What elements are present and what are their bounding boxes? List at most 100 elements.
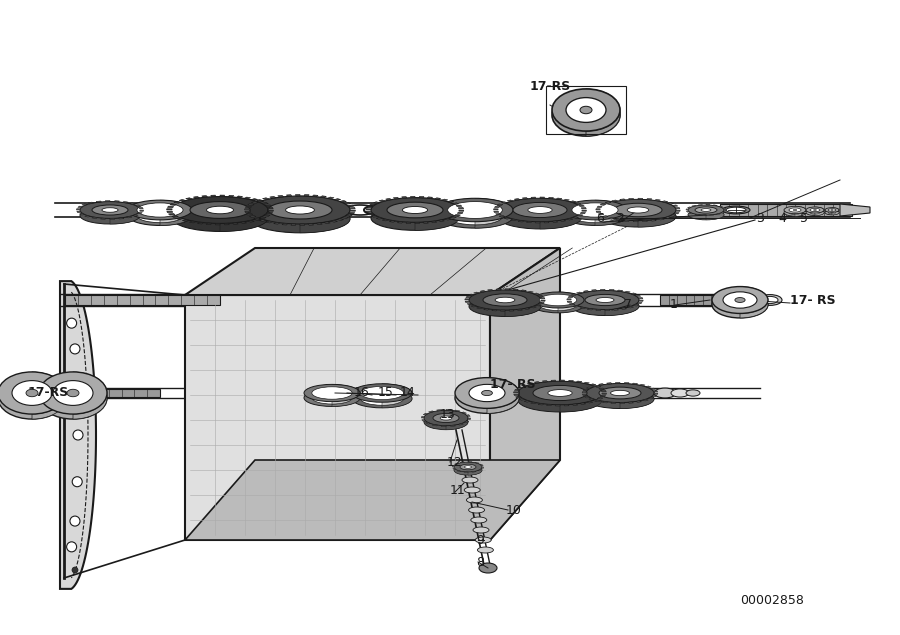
Polygon shape <box>598 213 604 215</box>
Ellipse shape <box>610 391 629 396</box>
Polygon shape <box>454 215 461 216</box>
Text: 17- RS: 17- RS <box>790 293 835 307</box>
Polygon shape <box>538 403 544 405</box>
Text: 10: 10 <box>506 504 522 516</box>
Polygon shape <box>575 203 581 204</box>
Ellipse shape <box>311 392 352 404</box>
Polygon shape <box>76 209 80 210</box>
Ellipse shape <box>563 200 627 220</box>
Polygon shape <box>185 295 490 540</box>
Polygon shape <box>347 205 354 206</box>
Ellipse shape <box>477 547 493 553</box>
Polygon shape <box>706 205 724 220</box>
Polygon shape <box>300 196 350 233</box>
Polygon shape <box>119 218 124 219</box>
Polygon shape <box>342 217 348 218</box>
Ellipse shape <box>455 378 519 408</box>
Ellipse shape <box>304 389 360 406</box>
Polygon shape <box>611 402 616 403</box>
Polygon shape <box>662 201 668 203</box>
Polygon shape <box>576 381 582 383</box>
Polygon shape <box>202 196 208 197</box>
Polygon shape <box>312 195 318 197</box>
Polygon shape <box>643 399 648 401</box>
Polygon shape <box>653 391 658 392</box>
Polygon shape <box>483 309 490 310</box>
Ellipse shape <box>825 210 839 215</box>
Polygon shape <box>740 292 757 312</box>
Polygon shape <box>585 396 590 398</box>
Polygon shape <box>605 309 609 311</box>
Polygon shape <box>332 387 352 404</box>
Polygon shape <box>567 218 573 220</box>
Ellipse shape <box>190 201 250 218</box>
Ellipse shape <box>464 487 481 493</box>
Ellipse shape <box>686 390 700 396</box>
Text: 17- RS: 17- RS <box>490 378 536 392</box>
Ellipse shape <box>513 203 567 218</box>
Polygon shape <box>442 199 448 201</box>
Polygon shape <box>674 212 680 214</box>
Polygon shape <box>580 212 586 214</box>
Polygon shape <box>264 215 270 217</box>
Ellipse shape <box>539 299 577 311</box>
Ellipse shape <box>627 207 649 213</box>
Polygon shape <box>602 393 607 394</box>
Polygon shape <box>126 217 132 218</box>
Ellipse shape <box>784 209 806 216</box>
Polygon shape <box>530 402 536 404</box>
Ellipse shape <box>464 465 472 468</box>
Polygon shape <box>490 248 560 540</box>
Polygon shape <box>263 197 269 199</box>
Ellipse shape <box>475 537 491 543</box>
Polygon shape <box>496 289 501 290</box>
Polygon shape <box>274 222 280 224</box>
Ellipse shape <box>39 377 107 419</box>
Polygon shape <box>140 210 144 211</box>
Polygon shape <box>587 401 593 403</box>
Polygon shape <box>536 222 540 223</box>
Polygon shape <box>832 209 836 214</box>
Polygon shape <box>406 222 411 224</box>
Polygon shape <box>630 293 636 295</box>
Polygon shape <box>182 220 189 222</box>
Polygon shape <box>795 208 801 215</box>
Polygon shape <box>542 380 548 382</box>
Ellipse shape <box>586 389 654 408</box>
Polygon shape <box>427 197 433 199</box>
Polygon shape <box>446 410 468 430</box>
Polygon shape <box>815 208 820 214</box>
Polygon shape <box>576 292 582 293</box>
Polygon shape <box>224 224 230 225</box>
Polygon shape <box>692 205 696 206</box>
Polygon shape <box>464 298 469 300</box>
Polygon shape <box>551 380 556 382</box>
Polygon shape <box>467 304 472 305</box>
Text: 16: 16 <box>354 385 370 399</box>
Polygon shape <box>536 304 541 306</box>
Polygon shape <box>320 196 327 197</box>
Polygon shape <box>254 218 260 220</box>
Ellipse shape <box>498 206 582 229</box>
Polygon shape <box>570 304 575 305</box>
Polygon shape <box>475 198 513 228</box>
Polygon shape <box>628 198 634 199</box>
Text: 1: 1 <box>670 298 678 312</box>
Ellipse shape <box>599 387 641 399</box>
Ellipse shape <box>527 206 553 213</box>
Polygon shape <box>344 203 351 204</box>
Polygon shape <box>591 290 597 291</box>
Polygon shape <box>597 398 603 399</box>
Polygon shape <box>706 204 710 205</box>
Polygon shape <box>337 218 344 220</box>
Polygon shape <box>96 201 102 203</box>
Polygon shape <box>452 465 454 467</box>
Text: 14: 14 <box>400 385 416 399</box>
Polygon shape <box>505 289 509 290</box>
Polygon shape <box>382 384 412 408</box>
Polygon shape <box>428 411 434 413</box>
Polygon shape <box>600 290 605 291</box>
Polygon shape <box>689 213 693 214</box>
Polygon shape <box>513 289 518 290</box>
Polygon shape <box>245 211 251 213</box>
